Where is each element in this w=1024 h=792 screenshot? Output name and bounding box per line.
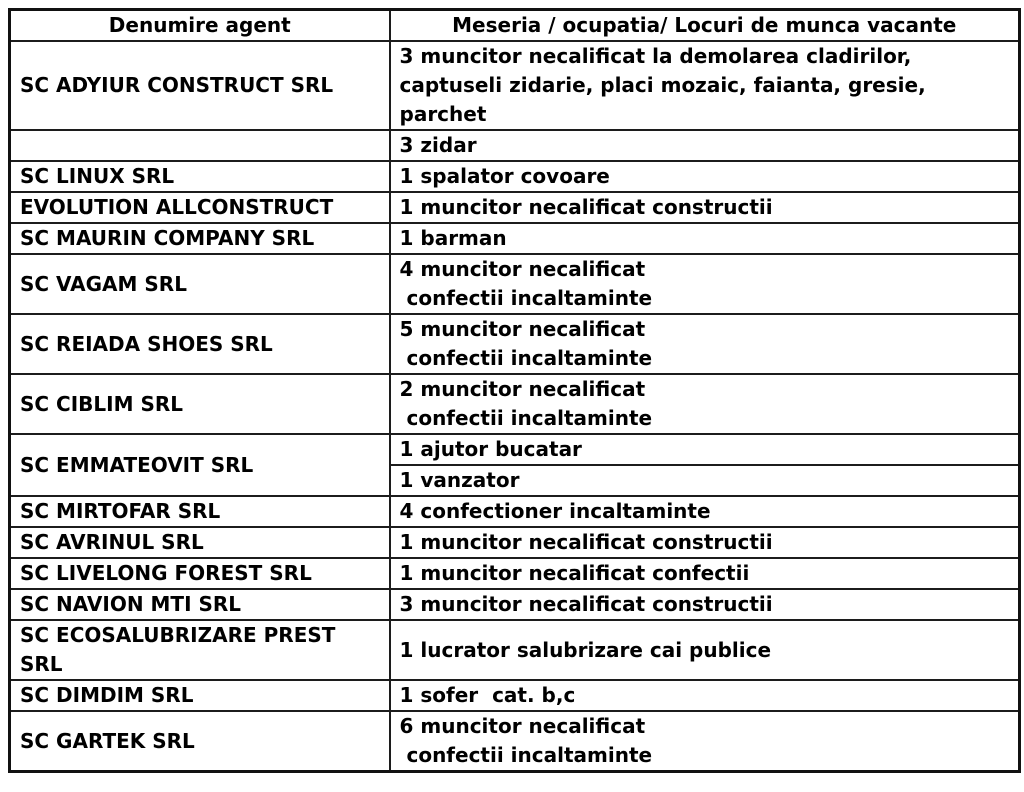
agent-cell: SC MAURIN COMPANY SRL: [8, 222, 391, 255]
job-cell: 1 sofer cat. b,c: [388, 679, 1021, 712]
job-cell: 1 vanzator: [388, 464, 1021, 497]
table-row: 1 vanzator: [10, 464, 1021, 497]
agent-cell: SC CIBLIM SRL: [8, 373, 391, 435]
table-row: 3 zidar: [8, 129, 1021, 162]
job-cell: 1 muncitor necalificat constructii: [388, 526, 1021, 559]
table-row: SC VAGAM SRL 4 muncitor necalificat confe…: [8, 253, 1021, 315]
header-row: Denumire agent Meseria / ocupatia/ Locur…: [8, 8, 1021, 42]
table-row: SC GARTEK SRL 6 muncitor necalificat conf…: [8, 710, 1021, 773]
job-cell: 1 lucrator salubrizare cai publice: [388, 619, 1021, 681]
agent-cell: EVOLUTION ALLCONSTRUCT: [8, 191, 391, 224]
table-row: SC MIRTOFAR SRL 4 confectioner incaltamin…: [8, 495, 1021, 528]
table-row: SC EMMATEOVIT SRL 1 ajutor bucatar: [8, 433, 1021, 497]
agent-cell: SC ECOSALUBRIZARE PREST SRL: [8, 619, 391, 681]
table-body: SC ADYIUR CONSTRUCT SRL 3 muncitor necali…: [8, 40, 1021, 773]
header-jobs: Meseria / ocupatia/ Locuri de munca vaca…: [388, 8, 1021, 42]
agent-cell: SC MIRTOFAR SRL: [8, 495, 391, 528]
table-row: SC REIADA SHOES SRL 5 muncitor necalifica…: [8, 313, 1021, 375]
job-cell: 4 confectioner incaltaminte: [388, 495, 1021, 528]
job-cell: 6 muncitor necalificat confectii incalta…: [388, 710, 1021, 773]
job-cell: 4 muncitor necalificat confectii incalta…: [388, 253, 1021, 315]
job-cell: 3 muncitor necalificat la demolarea clad…: [388, 40, 1021, 131]
agent-cell: SC LIVELONG FOREST SRL: [8, 557, 391, 590]
job-cell: 3 zidar: [388, 129, 1021, 162]
job-cell: 1 barman: [388, 222, 1021, 255]
table-row: SC DIMDIM SRL 1 sofer cat. b,c: [8, 679, 1021, 712]
document-page: Denumire agent Meseria / ocupatia/ Locur…: [8, 8, 1021, 773]
job-cell: 1 ajutor bucatar: [388, 433, 1021, 466]
table-row: SC ECOSALUBRIZARE PREST SRL 1 lucrator sa…: [8, 619, 1021, 681]
table-row: SC MAURIN COMPANY SRL 1 barman: [8, 222, 1021, 255]
agent-cell: [8, 129, 391, 162]
job-cell: 3 muncitor necalificat constructii: [388, 588, 1021, 621]
table-row: SC LINUX SRL 1 spalator covoare: [8, 160, 1021, 193]
header-agent: Denumire agent: [8, 8, 391, 42]
table-row: SC ADYIUR CONSTRUCT SRL 3 muncitor necali…: [8, 40, 1021, 131]
agent-cell: SC GARTEK SRL: [8, 710, 391, 773]
table-row: SC CIBLIM SRL 2 muncitor necalificat conf…: [8, 373, 1021, 435]
agent-cell: SC REIADA SHOES SRL: [8, 313, 391, 375]
job-cell: 1 muncitor necalificat constructii: [388, 191, 1021, 224]
agent-cell: SC NAVION MTI SRL: [8, 588, 391, 621]
table-row: EVOLUTION ALLCONSTRUCT 1 muncitor necalif…: [8, 191, 1021, 224]
table-row: SC LIVELONG FOREST SRL 1 muncitor necalif…: [8, 557, 1021, 590]
agent-cell: SC VAGAM SRL: [8, 253, 391, 315]
job-cell: 2 muncitor necalificat confectii incalta…: [388, 373, 1021, 435]
table-row: SC AVRINUL SRL 1 muncitor necalificat con…: [8, 526, 1021, 559]
agent-cell: SC ADYIUR CONSTRUCT SRL: [8, 40, 391, 131]
vacancies-table: Denumire agent Meseria / ocupatia/ Locur…: [8, 8, 1021, 773]
agent-cell: SC LINUX SRL: [8, 160, 391, 193]
agent-cell: SC AVRINUL SRL: [8, 526, 391, 559]
agent-cell: SC EMMATEOVIT SRL: [8, 433, 391, 497]
job-cell: 5 muncitor necalificat confectii incalta…: [388, 313, 1021, 375]
agent-cell: SC DIMDIM SRL: [8, 679, 391, 712]
job-cell: 1 muncitor necalificat confectii: [388, 557, 1021, 590]
job-cell: 1 spalator covoare: [388, 160, 1021, 193]
table-row: SC NAVION MTI SRL 3 muncitor necalificat …: [8, 588, 1021, 621]
